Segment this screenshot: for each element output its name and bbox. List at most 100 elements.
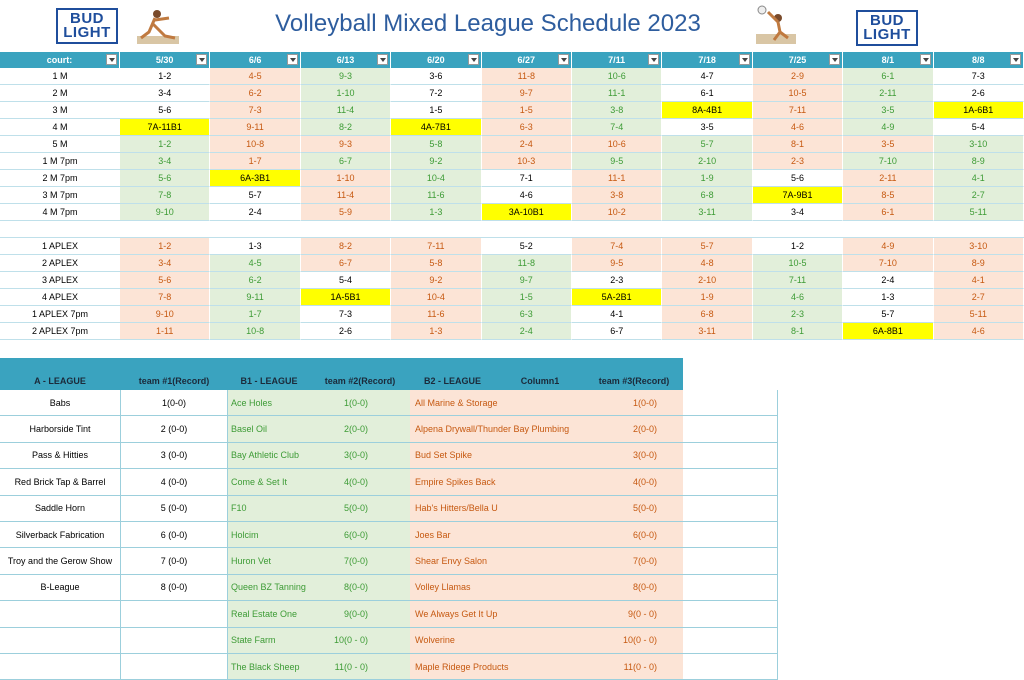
court-label: 3 M: [0, 102, 120, 119]
game-cell: 7-11: [752, 102, 844, 119]
b1-record: 7(0-0): [310, 548, 410, 575]
game-cell: 2-11: [843, 170, 934, 187]
game-cell: 1-2: [120, 68, 211, 85]
a-record: 5 (0-0): [120, 495, 228, 522]
game-cell: 3-5: [843, 102, 934, 119]
filter-button[interactable]: [286, 54, 298, 65]
game-cell: 1-9: [662, 289, 753, 306]
game-cell: 1-9: [662, 170, 753, 187]
b1-record: 6(0-0): [310, 522, 410, 549]
filter-button[interactable]: [467, 54, 479, 65]
game-cell: 6-1: [843, 68, 934, 85]
logo: BUD LIGHT: [856, 10, 918, 46]
b1-team: State Farm: [228, 627, 310, 654]
game-cell: 2-6: [300, 323, 392, 340]
filter-button[interactable]: [106, 54, 117, 65]
b2-record: 6(0-0): [585, 522, 683, 549]
game-cell: 4-1: [572, 306, 663, 323]
empty-cell: [683, 469, 778, 496]
game-cell: 6-7: [572, 323, 663, 340]
game-cell: 1-2: [120, 136, 211, 153]
a-record: [120, 654, 228, 680]
b1-team: The Black Sheep: [228, 654, 310, 680]
b2-team: Bud Set Spike: [410, 442, 585, 470]
filter-button[interactable]: [1010, 54, 1021, 65]
filter-button[interactable]: [919, 54, 931, 65]
game-cell: 2-4: [210, 204, 301, 221]
game-cell: 10-8: [210, 323, 301, 340]
filter-button[interactable]: [648, 54, 660, 65]
empty-cell: [683, 574, 778, 602]
game-cell: 2-9: [752, 68, 844, 85]
filter-button[interactable]: [829, 54, 841, 65]
game-cell: 11-4: [300, 187, 392, 204]
b1-record: 8(0-0): [310, 574, 410, 602]
game-cell: 3-4: [120, 153, 211, 170]
column-header: 8/1: [843, 52, 934, 68]
a-record: 2 (0-0): [120, 416, 228, 443]
game-cell: 5-4: [300, 272, 392, 289]
game-cell: 7-10: [843, 153, 934, 170]
filter-button[interactable]: [196, 54, 208, 65]
game-cell: 1-10: [300, 170, 392, 187]
b1-team: Ace Holes: [228, 390, 310, 417]
b1-team: Huron Vet: [228, 548, 310, 575]
game-cell: 2-4: [843, 272, 934, 289]
game-cell: 6-8: [662, 306, 753, 323]
b2-record: 8(0-0): [585, 574, 683, 602]
game-cell: 1-5: [391, 102, 482, 119]
game-cell: 2-3: [572, 272, 663, 289]
column-header: 6/13: [300, 52, 392, 68]
b1-record: 5(0-0): [310, 495, 410, 522]
b2-team: Wolverine: [410, 627, 585, 654]
b2-record: 1(0-0): [585, 390, 683, 417]
game-cell: 9-2: [391, 153, 482, 170]
column-header: 6/6: [210, 52, 301, 68]
game-cell: 2-7: [933, 187, 1024, 204]
game-cell: 8-9: [933, 255, 1024, 272]
filter-button[interactable]: [558, 54, 569, 65]
game-cell: 9-10: [120, 306, 211, 323]
a-team: Harborside Tint: [0, 416, 120, 443]
league-header: Column1: [495, 358, 585, 390]
game-cell: 1-5: [481, 102, 572, 119]
column-header: 8/8: [933, 52, 1024, 68]
game-cell: 3-11: [662, 204, 753, 221]
game-cell: 7-8: [120, 187, 211, 204]
game-cell: 10-5: [752, 255, 844, 272]
b1-team: Bay Athletic Club: [228, 442, 310, 470]
player-image: [137, 10, 179, 44]
b2-team: Joes Bar: [410, 522, 585, 549]
game-cell: 4-6: [752, 119, 844, 136]
game-cell: 5-7: [662, 238, 753, 255]
b2-team: Hab's Hitters/Bella U: [410, 495, 585, 522]
game-cell: 4-5: [210, 255, 301, 272]
filter-button[interactable]: [738, 54, 750, 65]
game-cell: 8-1: [752, 136, 844, 153]
logo-text: BUD: [870, 12, 904, 29]
game-cell: 2-3: [752, 153, 844, 170]
a-team: Red Brick Tap & Barrel: [0, 469, 120, 496]
b2-record: 7(0-0): [585, 548, 683, 575]
game-cell: 5-8: [391, 136, 482, 153]
game-cell: 5-7: [210, 187, 301, 204]
a-team: [0, 654, 120, 680]
court-label: 1 M 7pm: [0, 153, 120, 170]
game-cell: 1-10: [300, 85, 392, 102]
filter-button[interactable]: [377, 54, 389, 65]
court-label: 1 APLEX 7pm: [0, 306, 120, 323]
game-cell: 5-11: [933, 306, 1024, 323]
game-cell: 4-9: [843, 119, 934, 136]
game-cell: 11-8: [481, 68, 572, 85]
game-cell: 4-1: [933, 170, 1024, 187]
game-cell: 1-7: [210, 153, 301, 170]
game-cell: 1-3: [210, 238, 301, 255]
game-cell: 7-3: [300, 306, 392, 323]
game-cell: 1-5: [481, 289, 572, 306]
game-cell: 7-4: [572, 119, 663, 136]
game-cell: 9-11: [210, 289, 301, 306]
b1-record: 4(0-0): [310, 469, 410, 496]
game-cell: 3-10: [933, 136, 1024, 153]
empty-cell: [683, 654, 778, 680]
game-cell: 8-9: [933, 153, 1024, 170]
